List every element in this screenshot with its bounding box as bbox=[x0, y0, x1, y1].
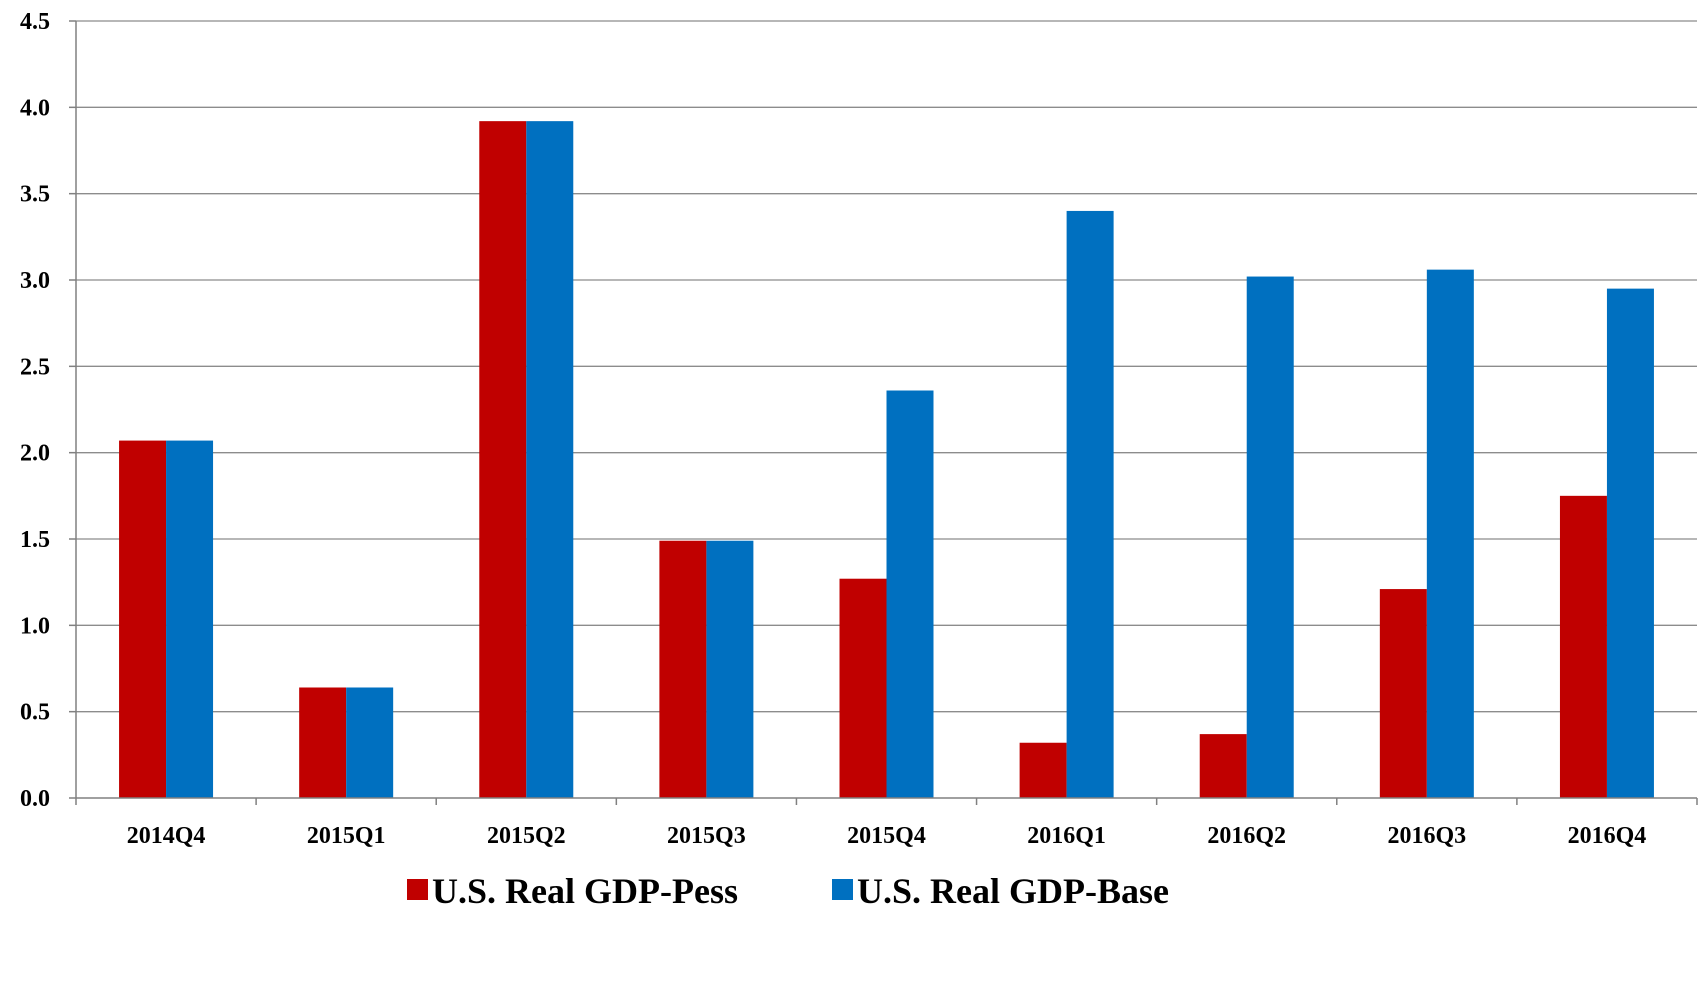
y-tick-label: 3.0 bbox=[20, 268, 50, 294]
bar-pess bbox=[1199, 734, 1247, 798]
bar-pess bbox=[839, 578, 887, 798]
legend: U.S. Real GDP-Pess U.S. Real GDP-Base bbox=[407, 871, 1169, 911]
y-tick-label: 4.5 bbox=[20, 9, 50, 35]
bar-pess bbox=[299, 687, 347, 798]
bar-pess bbox=[1379, 589, 1427, 798]
y-tick-label: 0.0 bbox=[20, 786, 50, 812]
y-tick-label: 1.0 bbox=[20, 613, 50, 639]
y-tick-label: 3.5 bbox=[20, 182, 50, 208]
y-tick-label: 0.5 bbox=[20, 700, 50, 726]
bar-pess bbox=[659, 540, 707, 798]
x-tick-label: 2015Q3 bbox=[667, 823, 746, 849]
bar-pess bbox=[1559, 495, 1607, 798]
y-tick-label: 4.0 bbox=[20, 95, 50, 121]
axis-ticks: 0.0 0.5 1.0 1.5 2.0 2.5 3.0 3.5 4.0 4.5 2014Q4 2015… bbox=[20, 9, 1698, 849]
x-tick-label: 2015Q1 bbox=[307, 823, 386, 849]
y-tick-label: 2.0 bbox=[20, 441, 50, 467]
legend-swatch-base bbox=[832, 879, 853, 900]
legend-label-base: U.S. Real GDP-Base bbox=[857, 871, 1169, 911]
bar-pess bbox=[1019, 742, 1067, 798]
bar-base bbox=[886, 390, 934, 798]
bar-pess bbox=[479, 121, 527, 798]
x-tick-label: 2015Q2 bbox=[487, 823, 566, 849]
axes bbox=[75, 21, 1697, 799]
bar-base bbox=[1426, 269, 1474, 798]
x-tick-label: 2016Q4 bbox=[1568, 823, 1647, 849]
x-tick-label: 2015Q4 bbox=[847, 823, 926, 849]
bar-base bbox=[526, 121, 574, 798]
x-tick-label: 2016Q1 bbox=[1027, 823, 1106, 849]
y-tick-label: 2.5 bbox=[20, 354, 50, 380]
bar-base bbox=[1066, 210, 1114, 798]
gridlines bbox=[76, 20, 1697, 713]
x-tick-label: 2014Q4 bbox=[127, 823, 206, 849]
bar-base bbox=[1246, 276, 1294, 799]
bars bbox=[119, 121, 1654, 799]
bar-base bbox=[346, 687, 394, 798]
legend-label-pess: U.S. Real GDP-Pess bbox=[432, 871, 738, 911]
bar-pess bbox=[119, 440, 167, 798]
bar-base bbox=[706, 540, 754, 798]
x-tick-label: 2016Q2 bbox=[1207, 823, 1286, 849]
bar-base bbox=[1606, 288, 1654, 798]
legend-swatch-pess bbox=[407, 879, 428, 900]
y-tick-label: 1.5 bbox=[20, 527, 50, 553]
bar-base bbox=[166, 440, 214, 798]
x-tick-label: 2016Q3 bbox=[1387, 823, 1466, 849]
